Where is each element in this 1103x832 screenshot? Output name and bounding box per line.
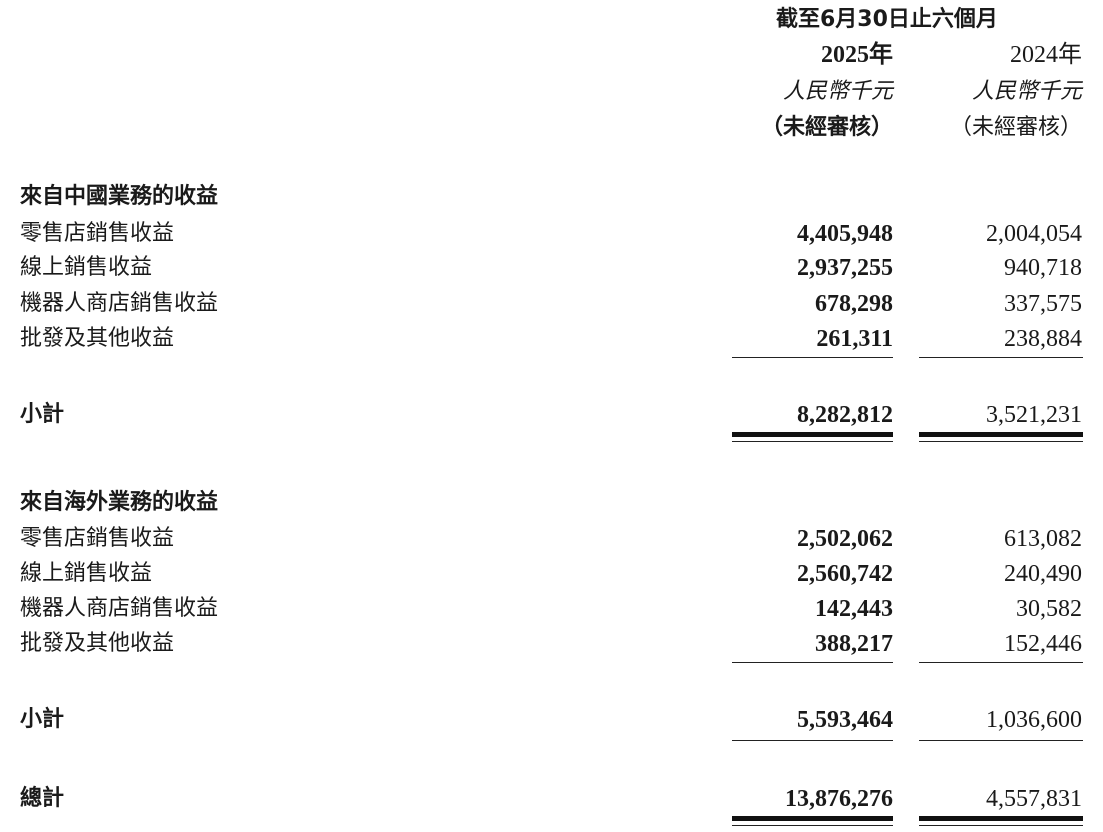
divider-line: [732, 662, 893, 663]
row-value-2025: 142,443: [815, 596, 893, 622]
row-value-2024: 152,446: [1004, 631, 1082, 657]
double-underline: [919, 432, 1083, 437]
row-value-2025: 261,311: [816, 326, 893, 352]
row-value-2025: 2,560,742: [797, 561, 893, 587]
divider-line: [919, 740, 1083, 741]
col-2025-currency: 人民幣千元: [782, 79, 893, 104]
double-underline: [919, 441, 1083, 442]
col-2024-year: 2024年: [1010, 42, 1082, 68]
period-header: 截至6月30日止六個月: [776, 7, 998, 32]
row-value-2025: 2,502,062: [797, 526, 893, 552]
row-label: 零售店銷售收益: [20, 526, 175, 551]
row-value-2024: 238,884: [1004, 326, 1082, 352]
subtotal-value-2024: 1,036,600: [986, 707, 1082, 733]
double-underline: [919, 825, 1083, 826]
double-underline: [732, 441, 893, 442]
row-value-2025: 388,217: [815, 631, 893, 657]
subtotal-value-2025: 5,593,464: [797, 707, 893, 733]
subtotal-value-2025: 8,282,812: [797, 402, 893, 428]
row-label: 零售店銷售收益: [20, 221, 175, 246]
col-2025-year: 2025年: [821, 42, 893, 68]
row-value-2024: 30,582: [1016, 596, 1082, 622]
row-value-2025: 4,405,948: [797, 221, 893, 247]
double-underline: [919, 816, 1083, 821]
row-label: 批發及其他收益: [20, 326, 175, 351]
row-value-2024: 2,004,054: [986, 221, 1082, 247]
divider-line: [919, 357, 1083, 358]
total-value-2025: 13,876,276: [785, 786, 893, 812]
subtotal-label: 小計: [20, 707, 65, 732]
divider-line: [732, 357, 893, 358]
section-title-overseas: 來自海外業務的收益: [20, 490, 219, 515]
row-label: 線上銷售收益: [20, 561, 153, 586]
subtotal-value-2024: 3,521,231: [986, 402, 1082, 428]
row-label: 機器人商店銷售收益: [20, 596, 219, 621]
row-value-2025: 2,937,255: [797, 255, 893, 281]
row-label: 批發及其他收益: [20, 631, 175, 656]
subtotal-label: 小計: [20, 402, 65, 427]
double-underline: [732, 825, 893, 826]
row-value-2024: 940,718: [1004, 255, 1082, 281]
divider-line: [732, 740, 893, 741]
row-value-2024: 240,490: [1004, 561, 1082, 587]
col-2024-currency: 人民幣千元: [971, 79, 1082, 104]
section-title-china: 來自中國業務的收益: [20, 184, 219, 209]
total-value-2024: 4,557,831: [986, 786, 1082, 812]
row-value-2025: 678,298: [815, 291, 893, 317]
double-underline: [732, 816, 893, 821]
row-label: 線上銷售收益: [20, 255, 153, 280]
row-value-2024: 337,575: [1004, 291, 1082, 317]
divider-line: [919, 662, 1083, 663]
col-2024-audit: （未經審核）: [949, 115, 1082, 140]
double-underline: [732, 432, 893, 437]
row-label: 機器人商店銷售收益: [20, 291, 219, 316]
total-label: 總計: [20, 786, 65, 811]
row-value-2024: 613,082: [1004, 526, 1082, 552]
col-2025-audit: （未經審核）: [760, 115, 893, 140]
